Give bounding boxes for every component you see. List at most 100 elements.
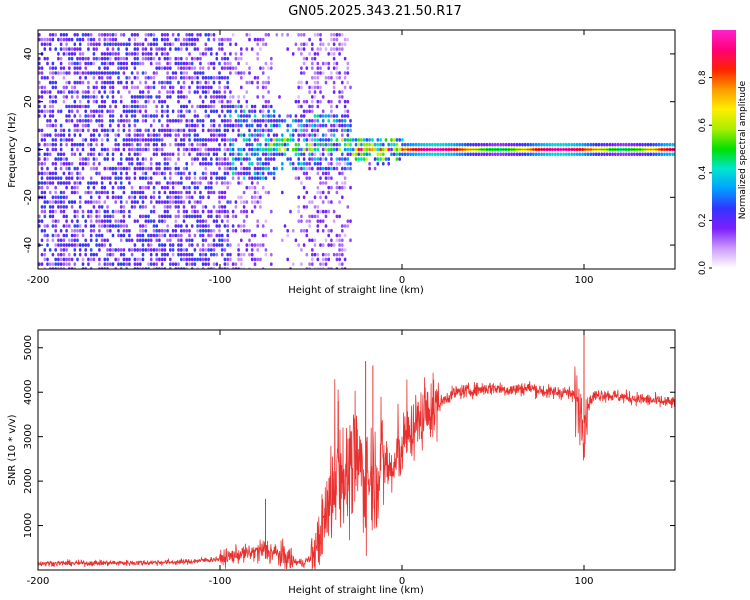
heatmap-cell [103, 99, 107, 104]
heatmap-cell [300, 119, 303, 123]
heatmap-cell [68, 133, 71, 137]
heatmap-cell [100, 56, 104, 61]
heatmap-cell [223, 123, 227, 128]
heatmap-cell [59, 195, 63, 200]
heatmap-cell [180, 190, 183, 195]
heatmap-cell [125, 56, 128, 61]
heatmap-cell [212, 95, 216, 99]
heatmap-cell [73, 190, 77, 195]
heatmap-cell [319, 114, 322, 118]
heatmap-cell [128, 157, 131, 161]
heatmap-cell [163, 56, 167, 61]
heatmap-cell [155, 142, 158, 147]
heatmap-cell [169, 195, 172, 200]
heatmap-cell [297, 195, 300, 200]
heatmap-cell [185, 37, 188, 42]
heatmap-cell [231, 152, 235, 157]
heatmap-cell [297, 104, 300, 109]
heatmap-cell [87, 243, 90, 247]
heatmap-cell [256, 42, 259, 47]
heatmap-cell [57, 200, 60, 204]
heatmap-cell [218, 238, 221, 243]
heatmap-cell [78, 200, 82, 204]
heatmap-cell [152, 33, 156, 37]
heatmap-cell [196, 243, 199, 247]
heatmap-cell [316, 66, 320, 70]
heatmap-cell [458, 152, 461, 157]
heatmap-cell [335, 157, 339, 161]
heatmap-cell [155, 138, 158, 142]
heatmap-cell [169, 190, 172, 195]
heatmap-cell [204, 185, 208, 190]
heatmap-cell [40, 138, 44, 142]
heatmap-cell [256, 123, 259, 128]
heatmap-cell [210, 229, 213, 233]
heatmap-cell [324, 176, 328, 180]
heatmap-cell [311, 147, 314, 152]
heatmap-cell [125, 114, 128, 118]
heatmap-cell [169, 56, 172, 61]
heatmap-cell [223, 209, 227, 214]
heatmap-cell [188, 37, 191, 42]
heatmap-cell [223, 162, 227, 166]
heatmap-cell [43, 257, 47, 262]
heatmap-cell [177, 66, 180, 70]
heatmap-cell [73, 85, 77, 90]
heatmap-cell [360, 147, 363, 152]
heatmap-cell [87, 181, 90, 185]
heatmap-cell [229, 42, 232, 47]
heatmap-cell [163, 176, 167, 180]
heatmap-cell [193, 233, 197, 238]
heatmap-cell [379, 157, 382, 161]
heatmap-cell [109, 109, 112, 114]
heatmap-cell [272, 166, 276, 171]
heatmap-cell [144, 52, 148, 56]
heatmap-cell [70, 142, 74, 147]
heatmap-cell [218, 47, 221, 51]
heatmap-cell [139, 128, 142, 133]
heatmap-cell [171, 152, 175, 157]
heatmap-cell [98, 114, 101, 118]
heatmap-cell [253, 243, 257, 247]
heatmap-cell [136, 190, 139, 195]
heatmap-cell [68, 257, 71, 262]
heatmap-cell [149, 181, 153, 185]
heatmap-cell [40, 185, 44, 190]
heatmap-cell [144, 224, 148, 228]
heatmap-cell [190, 214, 194, 219]
heatmap-cell [109, 71, 112, 75]
heatmap-cell [267, 119, 270, 123]
heatmap-cell [210, 123, 213, 128]
heatmap-cell [436, 152, 440, 157]
heatmap-cell [160, 66, 164, 70]
heatmap-cell [226, 257, 229, 262]
heatmap-cell [171, 229, 175, 233]
heatmap-cell [586, 152, 590, 157]
heatmap-cell [193, 47, 197, 51]
heatmap-cell [48, 171, 52, 176]
heatmap-cell [245, 80, 249, 85]
heatmap-cell [250, 233, 254, 238]
heatmap-cell [341, 248, 344, 252]
heatmap-cell [231, 262, 235, 266]
heatmap-cell [158, 219, 161, 223]
heatmap-cell [190, 209, 194, 214]
heatmap-cell [92, 157, 96, 161]
heatmap-cell [73, 248, 77, 252]
heatmap-cell [65, 262, 68, 266]
heatmap-cell [98, 214, 101, 219]
heatmap-cell [311, 95, 314, 99]
heatmap-cell [338, 238, 341, 243]
heatmap-cell [663, 152, 666, 157]
heatmap-cell [267, 138, 270, 142]
heatmap-cell [117, 219, 120, 223]
spectrogram-xlabel: Height of straight line (km) [288, 285, 424, 296]
heatmap-cell [278, 138, 281, 142]
heatmap-cell [564, 142, 568, 147]
heatmap-cell [635, 142, 639, 147]
heatmap-cell [81, 56, 85, 61]
heatmap-cell [327, 209, 330, 214]
heatmap-cell [346, 147, 350, 152]
heatmap-cell [136, 33, 139, 37]
heatmap-cell [305, 166, 309, 171]
